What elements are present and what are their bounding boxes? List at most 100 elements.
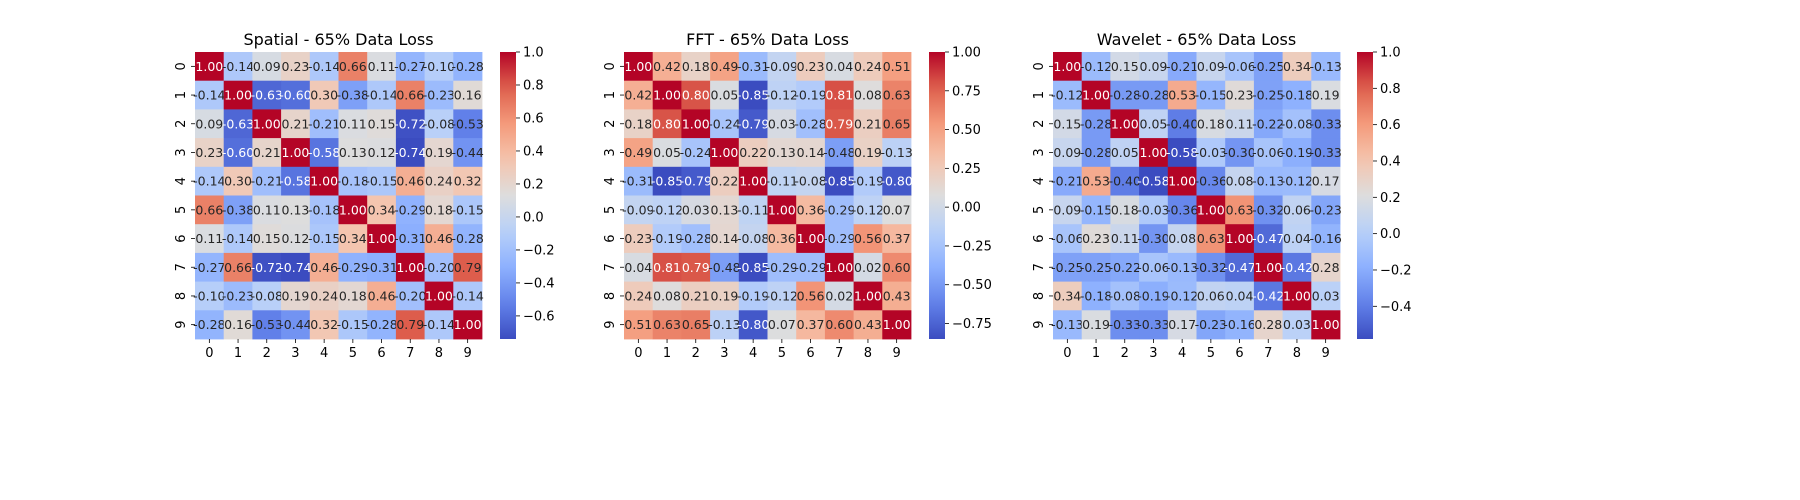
cell-value-label-1-8: 0.08	[854, 88, 882, 103]
cell-value-label-7-8: 0.02	[854, 260, 882, 275]
chart-title: FFT - 65% Data Loss	[686, 30, 849, 49]
heatmap-cell-3-4	[309, 138, 339, 168]
heatmap-cell-2-4	[1167, 109, 1197, 139]
heatmap-cell-7-7	[395, 252, 425, 282]
cell-value-label-1-9: 0.63	[883, 88, 911, 103]
cell-value-label-8-8: 1.00	[854, 288, 882, 303]
heatmap-cell-3-0	[195, 138, 225, 168]
y-tick-label: 1	[174, 91, 189, 99]
cell-value-label-2-6: 0.15	[368, 116, 396, 131]
heatmap-cell-6-0	[624, 224, 654, 254]
cell-value-label-8-2: 0.21	[682, 288, 710, 303]
cell-value-label-8-2: -0.08	[1109, 288, 1141, 303]
heatmap-cell-1-1	[652, 80, 682, 110]
cell-value-label-2-1: -0.28	[1080, 116, 1112, 131]
cell-value-label-9-2: 0.65	[682, 317, 710, 332]
cell-value-label-8-8: 1.00	[1283, 288, 1311, 303]
cell-value-label-0-5: 0.09	[1197, 59, 1225, 74]
cell-value-label-8-2: -0.08	[251, 288, 283, 303]
heatmap-cell-4-8	[853, 166, 883, 196]
colorbar-tick-label: 0.75	[952, 84, 981, 99]
heatmap-cell-9-6	[796, 310, 826, 340]
heatmap-cell-4-4	[309, 166, 339, 196]
cell-value-label-2-7: -0.22	[1252, 116, 1284, 131]
heatmap-cell-9-4	[1167, 310, 1197, 340]
heatmap-cell-4-4	[738, 166, 768, 196]
heatmap-cell-7-8	[424, 252, 454, 282]
heatmap-cell-6-2	[1110, 224, 1140, 254]
cell-value-label-7-4: 0.46	[310, 260, 338, 275]
heatmap-cell-3-6	[367, 138, 397, 168]
cell-value-label-4-0: -0.21	[1051, 174, 1083, 189]
colorbar-tick-label: 1.00	[952, 46, 981, 61]
cell-value-label-8-7: -0.20	[394, 288, 426, 303]
cell-value-label-2-5: 0.11	[339, 116, 367, 131]
colorbar-tick-label: −0.2	[1380, 263, 1412, 278]
x-tick-label: 7	[1264, 346, 1272, 361]
heatmap-cell-0-7	[395, 52, 425, 82]
heatmap-cell-4-2	[681, 166, 711, 196]
cell-value-label-4-9: -0.80	[880, 174, 912, 189]
cell-value-label-2-8: -0.08	[423, 116, 455, 131]
cell-value-label-3-0: 0.09	[1053, 145, 1081, 160]
heatmap-cell-1-4	[1167, 80, 1197, 110]
cell-value-label-2-8: -0.08	[1281, 116, 1313, 131]
cell-value-label-4-9: 0.32	[454, 174, 482, 189]
cell-value-label-4-5: -0.36	[1195, 174, 1227, 189]
heatmap-cell-1-6	[1225, 80, 1255, 110]
cell-value-label-7-5: -0.29	[337, 260, 369, 275]
cell-value-label-7-6: -0.29	[794, 260, 826, 275]
cell-value-label-3-9: -0.33	[1309, 145, 1341, 160]
heatmap-cell-1-5	[767, 80, 797, 110]
cell-value-label-2-3: 0.21	[282, 116, 310, 131]
heatmap-cell-0-6	[1225, 52, 1255, 82]
heatmap-cell-6-4	[1167, 224, 1197, 254]
cell-value-label-7-4: -0.85	[737, 260, 769, 275]
cell-value-label-2-6: 0.11	[1226, 116, 1254, 131]
heatmap-cell-9-5	[338, 310, 368, 340]
cell-value-label-0-9: 0.51	[883, 59, 911, 74]
colorbar-tick-label: 0.8	[1380, 82, 1401, 97]
cell-value-label-6-8: 0.46	[425, 231, 453, 246]
cell-value-label-9-3: -0.44	[279, 317, 311, 332]
heatmap-cell-8-0	[1053, 281, 1083, 311]
y-tick-label: 9	[603, 321, 618, 329]
heatmap-cell-0-9	[453, 52, 483, 82]
heatmap-cell-6-5	[767, 224, 797, 254]
cell-value-label-0-7: -0.25	[1252, 59, 1284, 74]
heatmap-cell-5-5	[767, 195, 797, 225]
cell-value-label-8-0: 0.24	[624, 288, 652, 303]
cell-value-label-9-6: -0.28	[365, 317, 397, 332]
heatmap-cell-8-2	[252, 281, 282, 311]
heatmap-cell-3-3	[710, 138, 740, 168]
cell-value-label-2-2: 1.00	[1111, 116, 1139, 131]
heatmap-cell-0-7	[1253, 52, 1283, 82]
colorbar	[500, 52, 516, 339]
heatmap-cell-3-9	[453, 138, 483, 168]
heatmap-cell-8-2	[1110, 281, 1140, 311]
cell-value-label-3-2: -0.24	[680, 145, 712, 160]
cell-value-label-7-6: -0.31	[365, 260, 397, 275]
y-tick-label: 1	[1032, 91, 1047, 99]
cell-value-label-6-9: -0.16	[1309, 231, 1341, 246]
heatmap-cell-2-2	[1110, 109, 1140, 139]
heatmap-cell-0-1	[1081, 52, 1111, 82]
cell-value-label-4-8: -0.19	[852, 174, 884, 189]
cell-value-label-7-1: 0.66	[224, 260, 252, 275]
heatmap-cell-2-1	[1081, 109, 1111, 139]
cell-value-label-3-1: -0.60	[222, 145, 254, 160]
heatmap-cell-1-7	[824, 80, 854, 110]
cell-value-label-4-6: -0.08	[794, 174, 826, 189]
cell-value-label-5-7: -0.29	[394, 202, 426, 217]
cell-value-label-3-8: -0.19	[1281, 145, 1313, 160]
heatmap-cell-9-8	[424, 310, 454, 340]
heatmap-cell-8-9	[882, 281, 912, 311]
heatmap-cell-6-3	[710, 224, 740, 254]
y-tick-label: 7	[174, 263, 189, 271]
heatmap-cell-4-1	[223, 166, 253, 196]
heatmap-cell-9-3	[710, 310, 740, 340]
cell-value-label-4-2: -0.40	[1109, 174, 1141, 189]
cell-value-label-9-3: -0.13	[708, 317, 740, 332]
cell-value-label-2-7: 0.79	[825, 116, 853, 131]
cell-value-label-2-2: 1.00	[253, 116, 281, 131]
